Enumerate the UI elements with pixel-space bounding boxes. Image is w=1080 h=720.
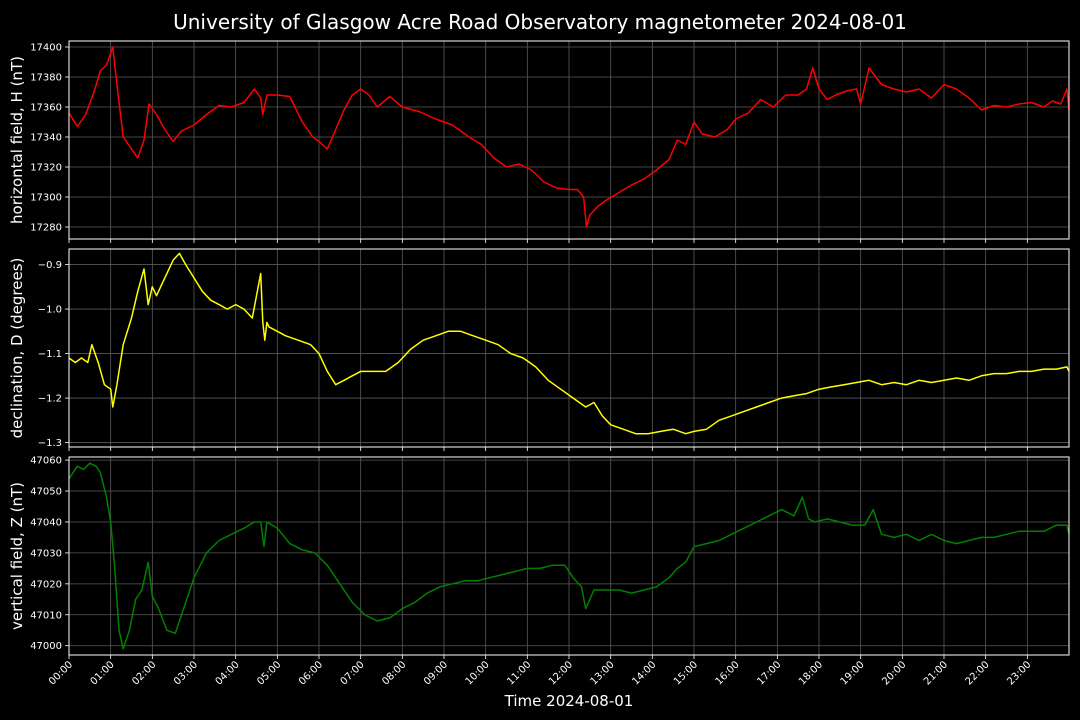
y-tick-label: 17340 [30,133,62,144]
y-tick-label: 17400 [30,43,62,54]
y-tick-label: 17380 [30,73,62,84]
series-line-1 [68,46,1070,228]
y-axis-label: declination, D (degrees) [8,258,26,439]
y-tick-label: 47030 [30,548,62,559]
series-line-2 [68,252,1070,435]
panel-3: 47000 47010 47020 47030 47040 47050 47060 verti… [8,456,1070,659]
y-tick-label: −1.3 [38,438,62,449]
y-tick-label: 47000 [30,641,62,652]
y-tick-label: 17300 [30,193,62,204]
y-tick-label: 17280 [30,223,62,234]
plot-frame [68,40,1070,240]
y-tick-label: 47060 [30,456,62,467]
series-line-3 [68,462,1070,650]
y-axis-label: vertical field, Z (nT) [8,482,26,630]
y-tick-label: 17360 [30,103,62,114]
y-tick-label: 47020 [30,579,62,590]
y-tick-label: 17320 [30,163,62,174]
y-tick-label: −0.9 [38,260,62,271]
y-tick-label: 47050 [30,487,62,498]
panel-2: −1.3 −1.2 −1.1 −1.0 −0.9 declination, D (degr… [8,248,1070,451]
x-axis-label: Time 2024-08-01 [504,692,634,710]
panel-1: 17280 17300 17320 17340 17360 17380 17400 horiz… [8,40,1070,243]
y-tick-label: −1.0 [38,305,62,316]
y-tick-label: −1.2 [38,394,62,405]
chart-title: University of Glasgow Acre Road Observat… [173,10,907,34]
y-tick-label: −1.1 [38,349,62,360]
y-tick-label: 47010 [30,610,62,621]
y-tick-label: 47040 [30,517,62,528]
y-axis-label: horizontal field, H (nT) [8,56,26,224]
plot-frame [68,248,1070,448]
plot-frame [68,456,1070,656]
